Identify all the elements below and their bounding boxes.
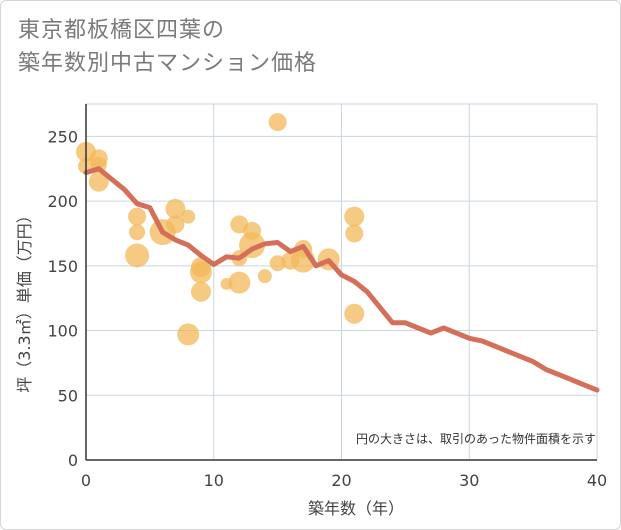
- x-tick-label: 30: [459, 471, 479, 490]
- axis-layer: [85, 104, 597, 461]
- data-bubble: [125, 243, 150, 268]
- average-price-line: [83, 166, 600, 393]
- chart-title: 東京都板橋区四葉の 築年数別中古マンション価格: [18, 14, 317, 80]
- data-bubble: [344, 206, 365, 227]
- x-tick-label: 10: [204, 471, 224, 490]
- x-axis-label: 築年数（年）: [308, 499, 404, 518]
- data-bubble: [190, 281, 211, 302]
- trend-line-layer: [83, 166, 600, 393]
- data-bubble: [166, 215, 185, 234]
- y-tick-label: 100: [47, 322, 78, 341]
- data-bubble: [181, 209, 196, 224]
- y-axis-label: 坪（3.3㎡）単価（万円）: [15, 207, 34, 392]
- data-bubble: [268, 113, 287, 132]
- data-bubble: [344, 303, 365, 324]
- data-bubble: [228, 271, 251, 294]
- x-tick-label: 40: [587, 471, 607, 490]
- data-bubble: [128, 207, 147, 226]
- x-tick-label: 20: [331, 471, 351, 490]
- tick-labels: 0 10 20 30 40 0 50 100 150 200 250: [47, 127, 607, 490]
- y-tick-label: 200: [47, 192, 78, 211]
- data-bubble: [129, 224, 146, 241]
- bubble-layer: [76, 113, 365, 346]
- data-bubble: [257, 269, 272, 284]
- y-tick-label: 250: [47, 127, 78, 146]
- chart-title-line-2: 築年数別中古マンション価格: [18, 51, 318, 76]
- chart-title-line-1: 東京都板橋区四葉の: [18, 18, 226, 43]
- data-bubble: [189, 261, 212, 284]
- x-tick-label: 0: [81, 471, 91, 490]
- data-bubble: [345, 224, 364, 243]
- grid-lines: [85, 103, 598, 461]
- data-bubble: [177, 323, 200, 346]
- y-tick-label: 0: [68, 451, 78, 470]
- data-bubble: [88, 171, 109, 192]
- bubble-size-note: 円の大きさは、取引のあった物件面積を示す: [356, 431, 596, 446]
- data-bubble: [165, 198, 186, 219]
- y-tick-label: 150: [47, 257, 78, 276]
- y-tick-label: 50: [58, 386, 78, 405]
